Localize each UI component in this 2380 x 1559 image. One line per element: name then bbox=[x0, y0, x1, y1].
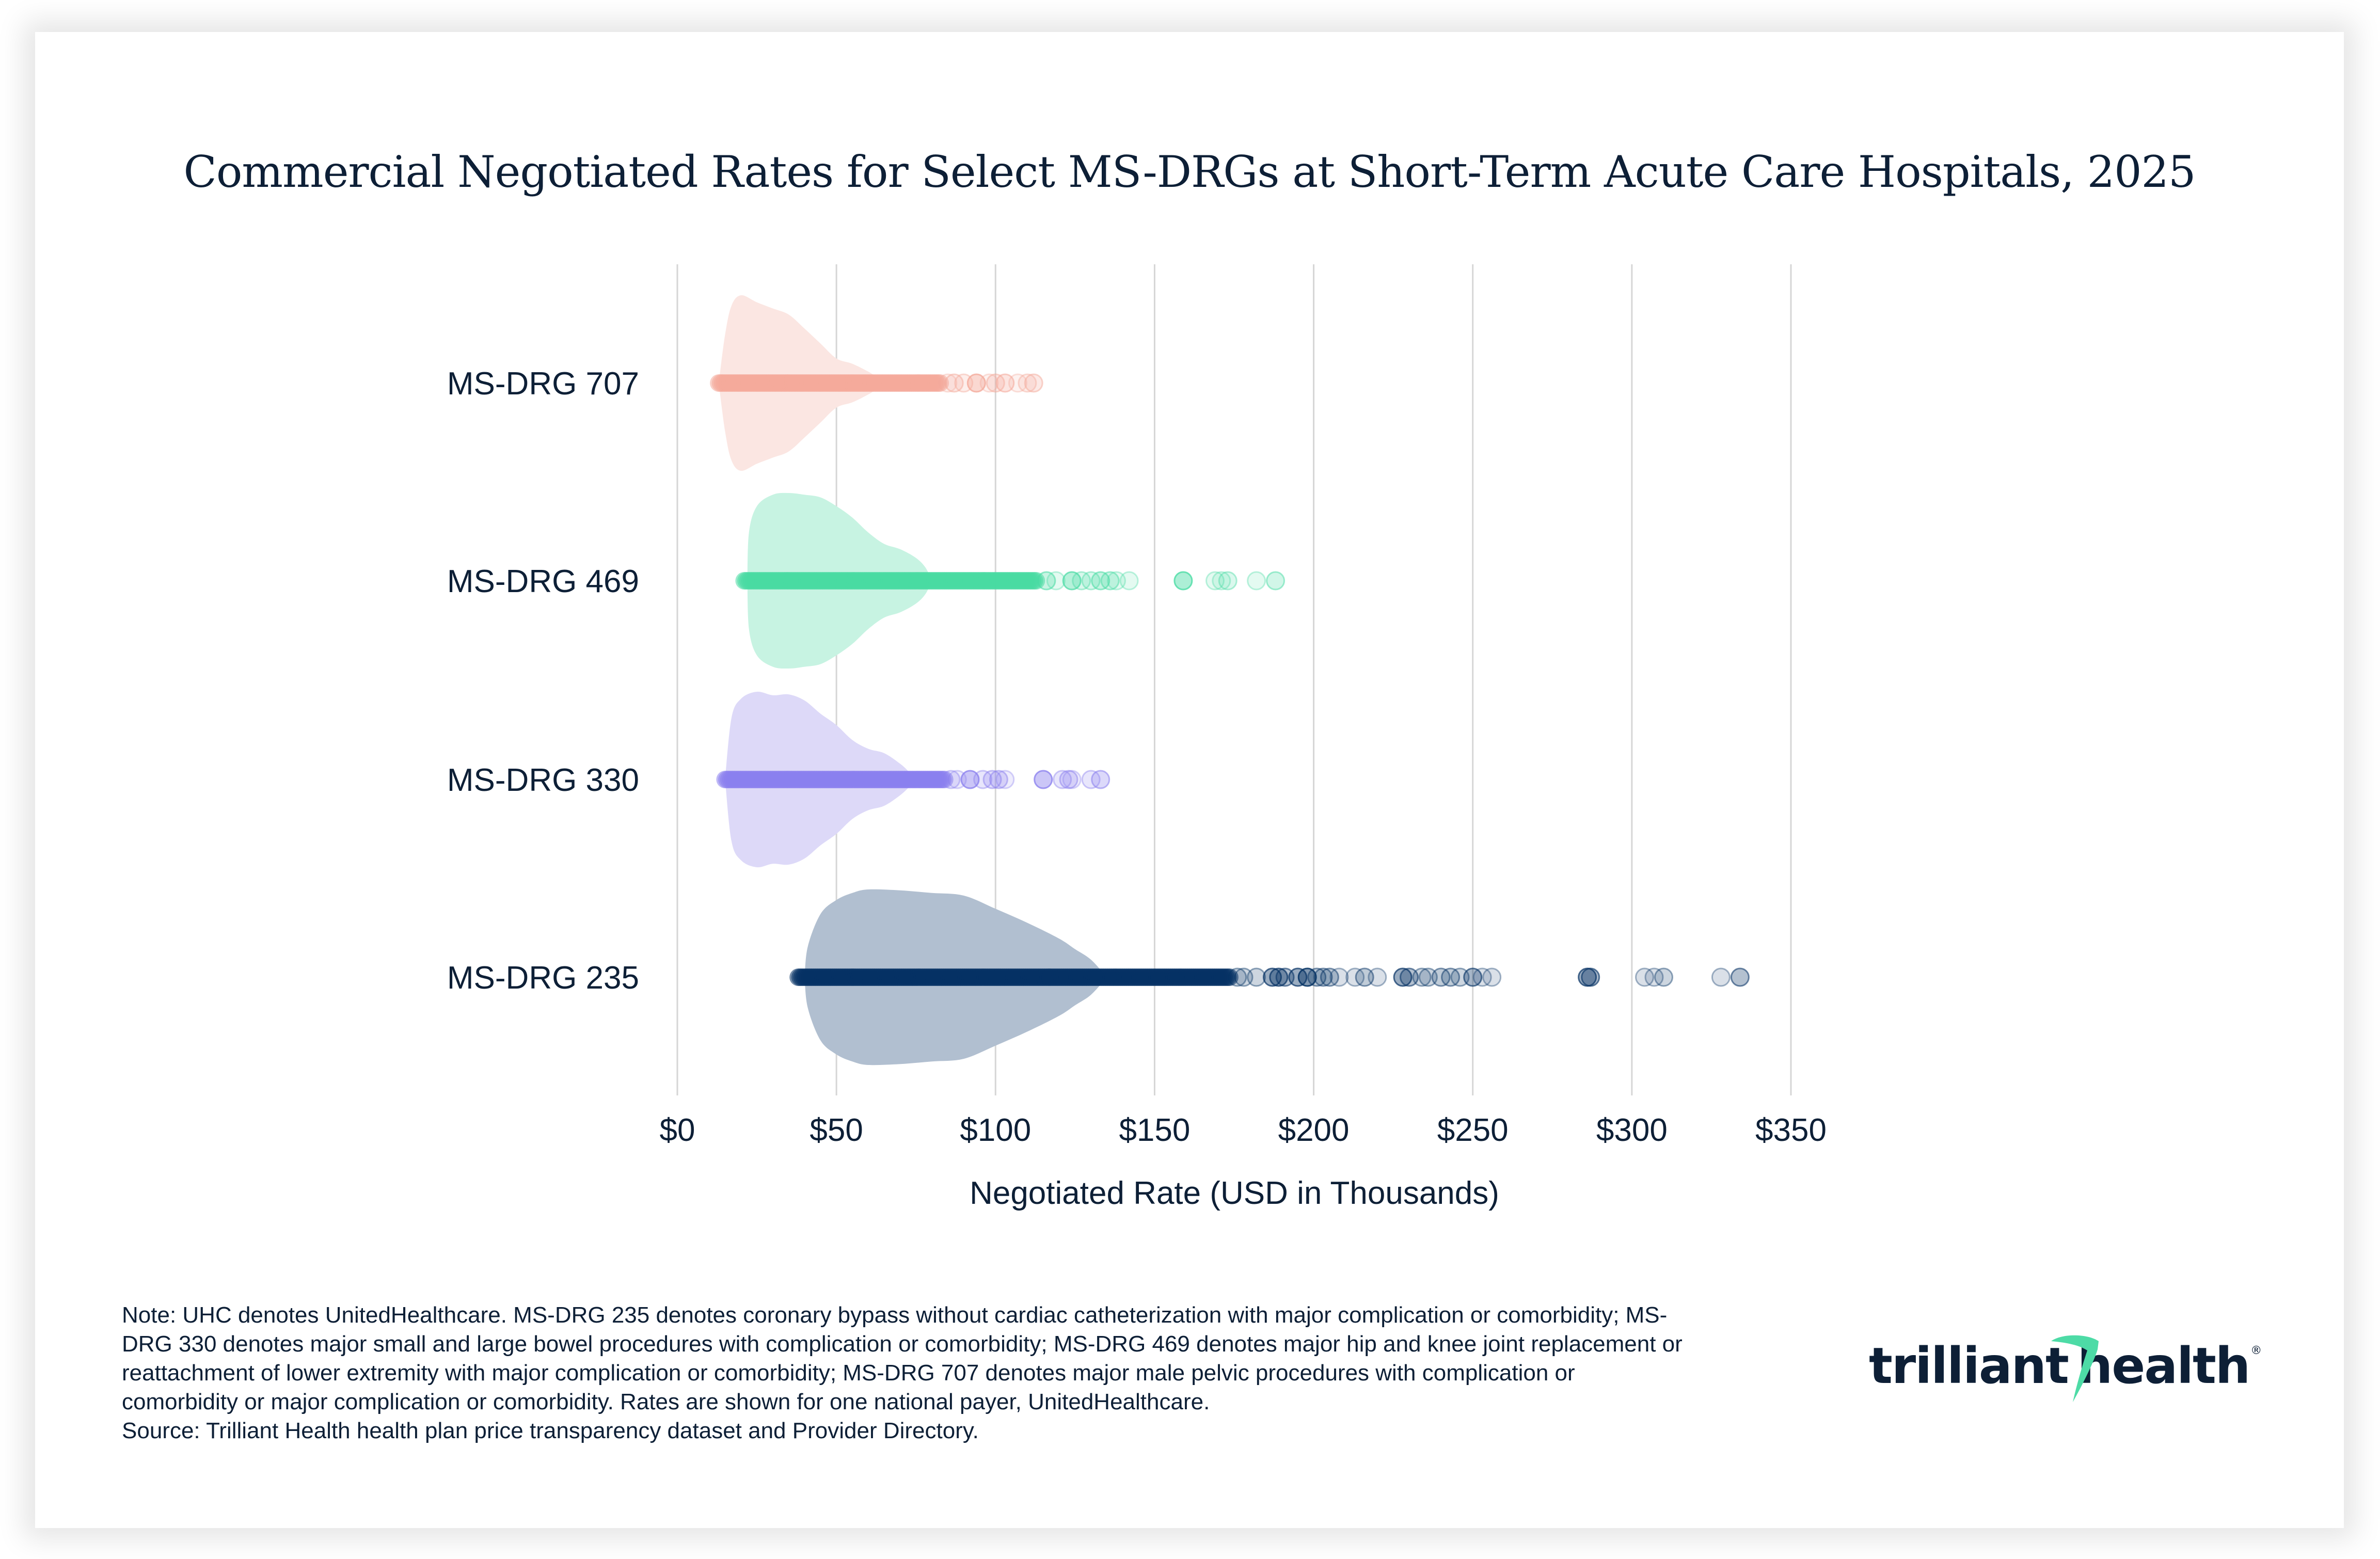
outlier-point bbox=[1100, 571, 1120, 591]
data-point bbox=[1027, 572, 1045, 590]
y-axis-labels: MS-DRG 707 MS-DRG 469 MS-DRG 330 MS-DRG 235 bbox=[447, 366, 639, 996]
outlier-point bbox=[1234, 967, 1254, 987]
outlier-point bbox=[1008, 373, 1027, 393]
outlier-point bbox=[1412, 967, 1432, 987]
outlier-point bbox=[966, 373, 986, 393]
outlier-point bbox=[1654, 967, 1673, 987]
data-points bbox=[710, 373, 1750, 987]
outlier-point bbox=[1644, 967, 1664, 987]
outlier-point bbox=[1482, 967, 1502, 987]
x-axis-labels: $0 $50 $100 $150 $200 $250 $300 $350 bbox=[660, 1112, 1827, 1148]
x-tick-label: $200 bbox=[1278, 1112, 1350, 1148]
x-tick-label: $300 bbox=[1596, 1112, 1668, 1148]
data-point bbox=[931, 374, 949, 392]
gridlines bbox=[676, 264, 1792, 1095]
outlier-point bbox=[1091, 770, 1110, 789]
outlier-point bbox=[1024, 373, 1043, 393]
outlier-point bbox=[1018, 373, 1037, 393]
outlier-point bbox=[1329, 967, 1349, 987]
outlier-point bbox=[1393, 967, 1413, 987]
outlier-point bbox=[1463, 967, 1483, 987]
outlier-point bbox=[1581, 967, 1600, 987]
outlier-point bbox=[1400, 967, 1419, 987]
logo-swoosh-icon bbox=[2051, 1335, 2099, 1402]
note-line: comorbidity or major complication or com… bbox=[122, 1389, 1210, 1414]
outlier-point bbox=[1313, 967, 1333, 987]
x-tick-label: $100 bbox=[960, 1112, 1031, 1148]
source-line: Source: Trilliant Health health plan pri… bbox=[122, 1418, 979, 1443]
outlier-point bbox=[1228, 967, 1247, 987]
trilliant-health-logo: trilliant health® bbox=[1869, 1335, 2262, 1409]
outlier-point bbox=[982, 770, 1002, 789]
x-tick-label: $0 bbox=[660, 1112, 695, 1148]
outlier-point bbox=[1320, 967, 1339, 987]
outlier-point bbox=[1269, 967, 1289, 987]
x-tick-label: $250 bbox=[1437, 1112, 1509, 1148]
outlier-point bbox=[1355, 967, 1374, 987]
note-line: Note: UHC denotes UnitedHealthcare. MS-D… bbox=[122, 1302, 1668, 1328]
outlier-point bbox=[1119, 571, 1139, 591]
outlier-point bbox=[1212, 571, 1231, 591]
outlier-point bbox=[1062, 571, 1082, 591]
chart-card: Commercial Negotiated Rates for Select M… bbox=[35, 32, 2344, 1528]
x-tick-label: $350 bbox=[1755, 1112, 1827, 1148]
outlier-point bbox=[1730, 967, 1750, 987]
outlier-point bbox=[941, 770, 961, 789]
outlier-point bbox=[995, 373, 1015, 393]
outlier-point bbox=[1062, 770, 1082, 789]
outlier-point bbox=[1711, 967, 1731, 987]
outlier-point bbox=[1441, 967, 1461, 987]
outlier-point bbox=[960, 770, 980, 789]
outlier-point bbox=[1472, 967, 1492, 987]
outlier-point bbox=[1059, 770, 1078, 789]
outlier-point bbox=[1107, 571, 1126, 591]
logo-text-trilliant: trilliant bbox=[1869, 1337, 2069, 1395]
outlier-point bbox=[938, 373, 958, 393]
outlier-point bbox=[1037, 571, 1056, 591]
outlier-point bbox=[1266, 571, 1286, 591]
outlier-point bbox=[1034, 770, 1053, 789]
y-tick-label: MS-DRG 469 bbox=[447, 564, 639, 599]
outlier-point bbox=[944, 373, 964, 393]
outlier-point bbox=[1053, 770, 1072, 789]
outlier-point bbox=[1072, 571, 1091, 591]
y-tick-label: MS-DRG 707 bbox=[447, 366, 639, 402]
outlier-point bbox=[1173, 571, 1193, 591]
outlier-point bbox=[1247, 967, 1266, 987]
chart-title: Commercial Negotiated Rates for Select M… bbox=[183, 147, 2196, 197]
outlier-point bbox=[1218, 571, 1237, 591]
registered-mark: ® bbox=[2250, 1344, 2262, 1357]
x-tick-label: $50 bbox=[810, 1112, 863, 1148]
violins bbox=[719, 295, 1109, 1065]
chart-note: Note: UHC denotes UnitedHealthcare. MS-D… bbox=[122, 1301, 1826, 1445]
data-point bbox=[935, 771, 954, 788]
y-tick-label: MS-DRG 330 bbox=[447, 762, 639, 798]
x-tick-label: $150 bbox=[1119, 1112, 1190, 1148]
outlier-point bbox=[989, 770, 1008, 789]
x-axis-title: Negotiated Rate (USD in Thousands) bbox=[970, 1175, 1499, 1211]
outlier-point bbox=[1635, 967, 1654, 987]
outlier-point bbox=[1368, 967, 1387, 987]
note-line: DRG 330 denotes major small and large bo… bbox=[122, 1331, 1683, 1357]
y-tick-label: MS-DRG 235 bbox=[447, 960, 639, 996]
outlier-point bbox=[1247, 571, 1266, 591]
note-line: reattachment of lower extremity with maj… bbox=[122, 1360, 1575, 1386]
outlier-point bbox=[979, 373, 999, 393]
outlier-point bbox=[1205, 571, 1225, 591]
outlier-point bbox=[995, 770, 1015, 789]
logo-text-health: health bbox=[2077, 1337, 2250, 1395]
data-point bbox=[1220, 968, 1239, 986]
outlier-point bbox=[1046, 571, 1066, 591]
